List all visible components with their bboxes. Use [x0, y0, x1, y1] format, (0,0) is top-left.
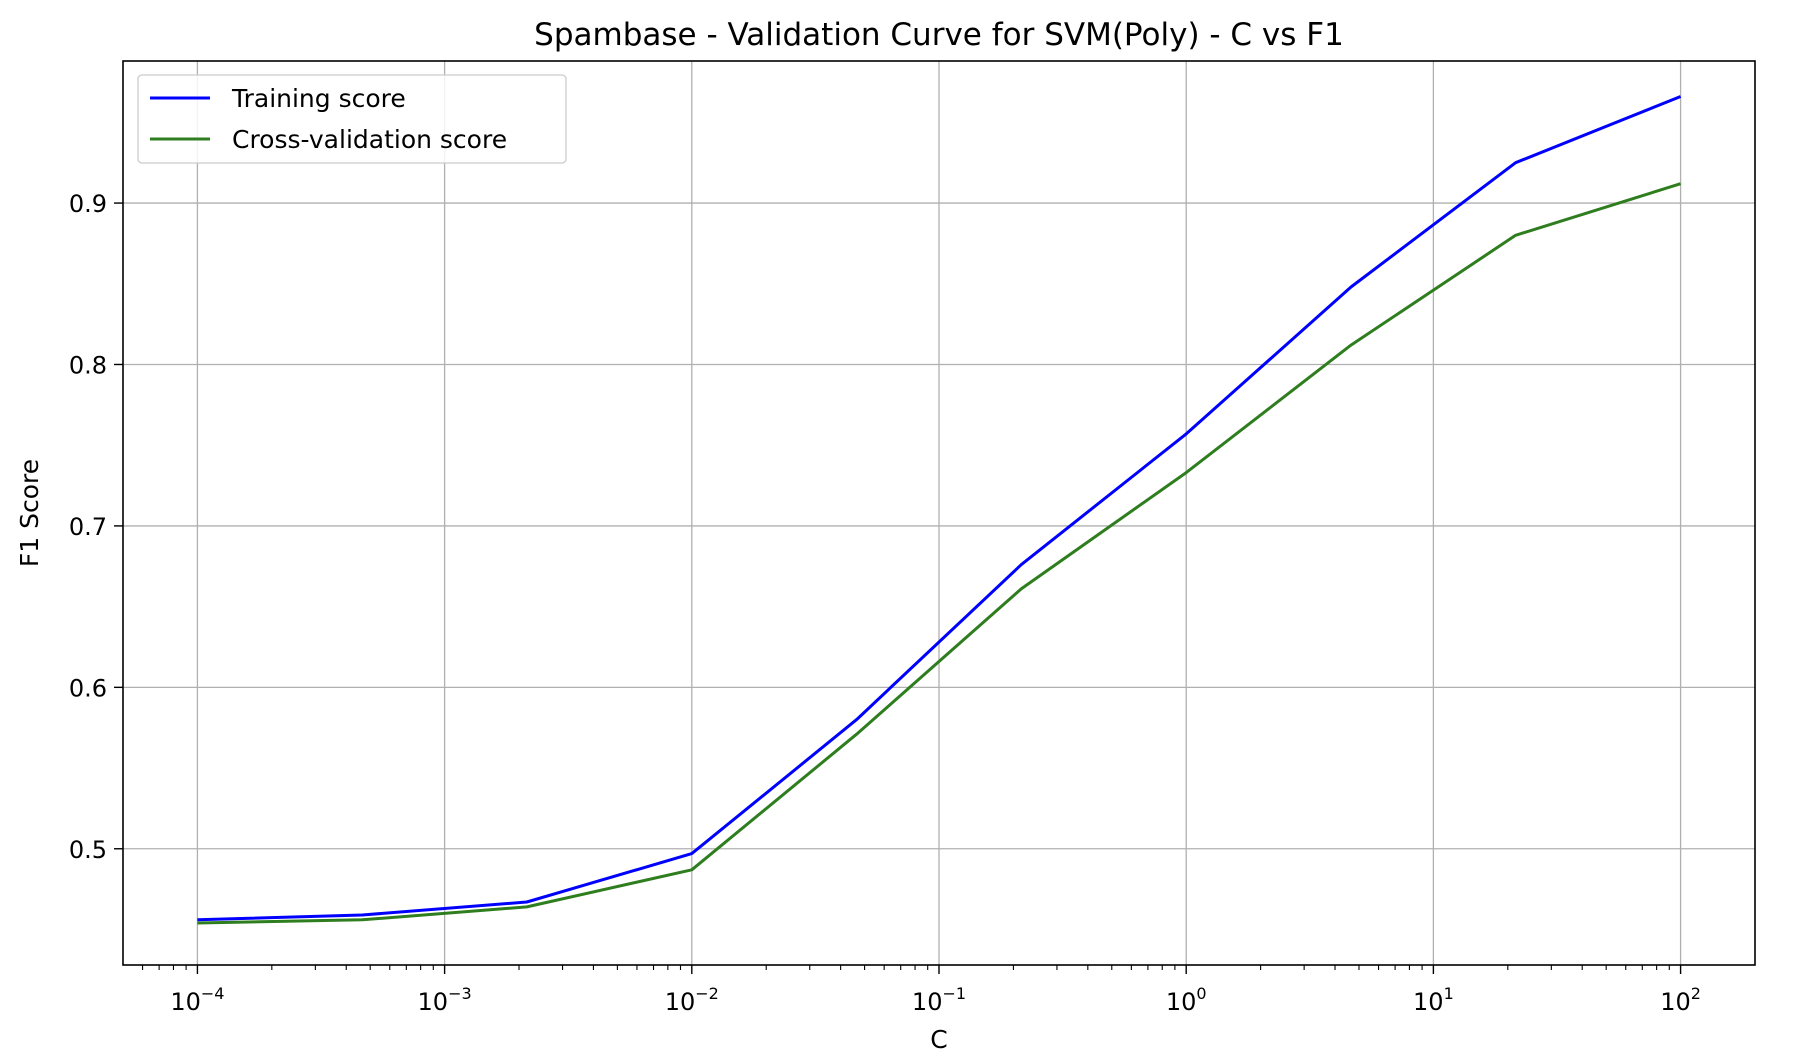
x-tick-base: 10 [170, 988, 201, 1016]
y-axis-ticks: 0.5 0.6 0.7 0.8 0.9 [69, 190, 123, 864]
x-tick-exponent: 2 [1691, 984, 1701, 1003]
x-tick-label: 102 [1660, 984, 1701, 1016]
series-line-1 [197, 95, 1682, 922]
y-tick-label: 0.7 [69, 513, 107, 541]
legend-label: Training score [231, 84, 406, 113]
x-tick-label: 10−1 [912, 984, 966, 1016]
x-tick-exponent: 0 [1196, 984, 1206, 1003]
x-tick-base: 10 [665, 988, 696, 1016]
x-tick-label: 10−2 [665, 984, 719, 1016]
x-tick-exponent: −1 [942, 984, 966, 1003]
x-tick-base: 10 [418, 988, 449, 1016]
x-tick-exponent: −3 [448, 984, 472, 1003]
x-tick-label: 100 [1166, 984, 1207, 1016]
x-tick-base: 10 [912, 988, 943, 1016]
y-tick-label: 0.6 [69, 674, 107, 702]
series-line-2 [197, 182, 1682, 925]
y-tick-label: 0.9 [69, 190, 107, 218]
y-tick-label: 0.5 [69, 836, 107, 864]
x-axis-ticks: 10−4 10−3 10−2 10−1 100 101 102 [142, 965, 1701, 1016]
series-lines [197, 95, 1682, 925]
legend-label: Cross-validation score [232, 125, 507, 154]
x-tick-exponent: −2 [695, 984, 719, 1003]
chart-title: Spambase - Validation Curve for SVM(Poly… [534, 17, 1344, 53]
x-tick-exponent: 1 [1444, 984, 1454, 1003]
x-tick-label: 10−4 [170, 984, 224, 1016]
x-tick-base: 10 [1660, 988, 1691, 1016]
legend-box [137, 74, 567, 164]
grid-lines [123, 61, 1755, 965]
x-tick-label: 10−3 [418, 984, 472, 1016]
x-tick-base: 10 [1413, 988, 1444, 1016]
x-axis-label: C [930, 1025, 947, 1054]
y-tick-label: 0.8 [69, 351, 107, 379]
legend: Training score Cross-validation score [137, 74, 567, 164]
y-axis-label: F1 Score [15, 459, 44, 567]
x-tick-exponent: −4 [201, 984, 225, 1003]
x-tick-base: 10 [1166, 988, 1197, 1016]
x-tick-label: 101 [1413, 984, 1454, 1016]
